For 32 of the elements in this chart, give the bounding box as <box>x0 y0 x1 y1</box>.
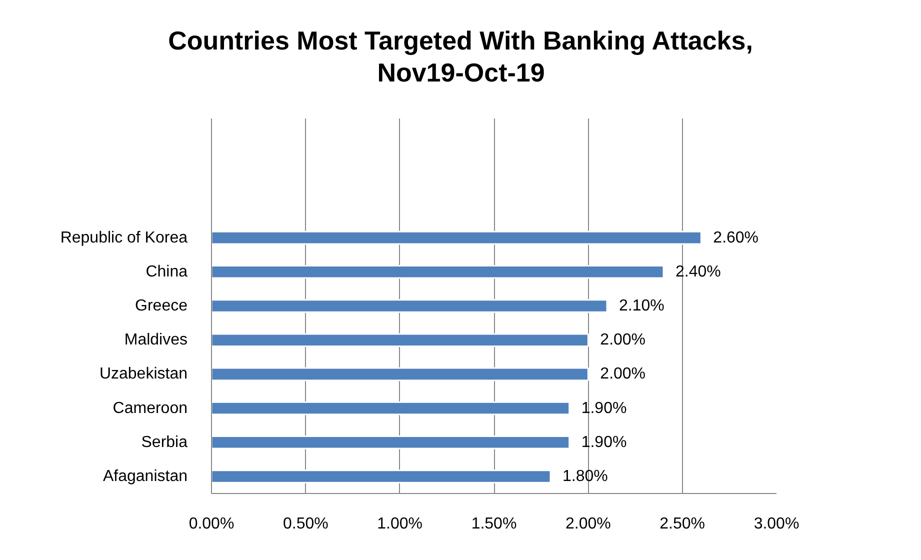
bar <box>212 230 702 245</box>
data-label: 2.00% <box>600 332 646 349</box>
data-label: 1.90% <box>581 434 627 451</box>
y-tick-label: Greece <box>135 298 188 314</box>
y-tick-label: China <box>146 263 188 280</box>
bar <box>212 299 608 313</box>
y-tick-label: Cameroon <box>112 400 188 417</box>
x-tick-label: 2.00% <box>565 516 611 532</box>
data-label: 2.00% <box>600 366 646 383</box>
bar <box>212 401 570 416</box>
y-tick-label: Uzabekistan <box>99 366 188 383</box>
x-tick-label: 0.00% <box>188 516 234 532</box>
y-tick-label: Republic of Korea <box>60 229 188 246</box>
chart-title: Countries Most Targeted With Banking Attacks, Nov19-Oct-19 <box>168 26 753 88</box>
x-tick-label: 1.50% <box>471 516 517 532</box>
y-tick-label: Afaganistan <box>102 468 188 485</box>
x-tick-label: 3.00% <box>754 516 800 532</box>
bar <box>212 367 589 382</box>
data-label: 1.80% <box>562 468 608 485</box>
x-tick-label: 1.00% <box>377 516 423 532</box>
data-label: 2.60% <box>713 229 759 246</box>
data-label: 2.10% <box>619 298 664 314</box>
bar <box>212 435 570 450</box>
x-tick-label: 0.50% <box>282 516 328 532</box>
bar <box>212 470 552 484</box>
data-label: 2.40% <box>676 263 721 280</box>
y-tick-label: Maldives <box>124 332 188 349</box>
bar <box>212 333 589 347</box>
data-label: 1.90% <box>581 400 627 417</box>
bar <box>212 265 664 279</box>
x-tick-label: 2.50% <box>660 516 706 532</box>
y-tick-label: Serbia <box>141 434 188 451</box>
